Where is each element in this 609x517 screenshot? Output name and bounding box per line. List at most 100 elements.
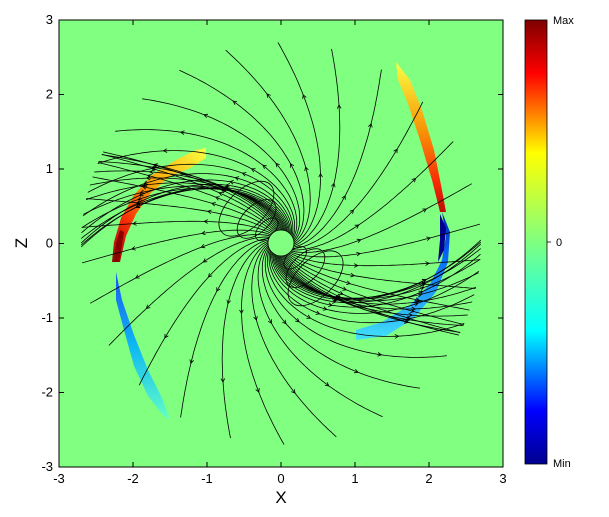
x-axis-ticks: -3 -2 -1 0 1 2 3 <box>53 20 507 486</box>
streamline <box>269 248 480 314</box>
streamline-arrow <box>148 169 154 175</box>
x-tick-label: 3 <box>499 471 506 486</box>
streamline-arrow <box>153 163 158 168</box>
y-axis-label: Z <box>12 238 31 248</box>
streamline-arrow <box>342 286 347 291</box>
streamline-arrow <box>211 202 216 207</box>
streamline-arrow <box>406 315 411 320</box>
streamline-arrow <box>318 172 323 178</box>
streamline-arrow <box>324 382 330 387</box>
streamline-arrow <box>422 208 428 213</box>
streamline-arrow <box>202 258 208 263</box>
streamline <box>274 248 481 299</box>
streamline-arrow <box>290 162 295 168</box>
streamline-arrow <box>142 182 148 188</box>
streamline <box>101 153 279 234</box>
streamline-arrow <box>421 279 427 284</box>
streamline-arrow <box>255 388 260 393</box>
streamline-arrow <box>354 224 360 229</box>
streamline-arrow <box>151 167 156 172</box>
streamline <box>289 141 454 251</box>
streamline-arrow <box>393 148 398 154</box>
streamline-arrow <box>420 281 426 287</box>
streamline-arrow <box>350 272 356 278</box>
streamline <box>282 253 459 336</box>
streamline <box>287 251 481 267</box>
streamline <box>283 253 461 334</box>
streamline-arrow <box>239 309 244 315</box>
streamline <box>276 253 479 302</box>
y-tick-label: 1 <box>46 161 53 176</box>
colorbar-label-zero: 0 <box>556 237 562 249</box>
streamline-arrow <box>306 314 312 319</box>
colorbar-label-max: Max <box>553 15 574 27</box>
streamline <box>290 69 382 248</box>
streamline-arrow <box>253 315 258 321</box>
streamline <box>267 246 465 337</box>
streamline-arrow <box>136 200 142 206</box>
warm-band-right <box>396 62 446 212</box>
streamline-arrow <box>220 189 226 194</box>
streamline <box>85 182 285 234</box>
streamline-arrow <box>356 238 362 244</box>
streamline-arrow <box>354 263 359 268</box>
streamline <box>277 42 321 246</box>
cold-band-left <box>116 272 170 420</box>
streamline-arrow <box>229 180 234 185</box>
streamline-arrow <box>404 319 409 324</box>
streamline-arrow <box>203 113 209 119</box>
streamline-arrow <box>377 352 383 357</box>
streamline-arrow <box>338 290 344 295</box>
streamline <box>277 253 477 305</box>
streamline-arrow <box>200 230 206 236</box>
streamline <box>80 183 290 244</box>
streamline-arrow <box>417 292 423 298</box>
streamline-arrow <box>220 378 226 383</box>
streamline-arrow <box>132 221 137 226</box>
streamline-arrow <box>302 94 307 99</box>
streamline-arrow <box>331 299 337 304</box>
streamline <box>285 252 470 311</box>
streamline <box>225 49 311 245</box>
streamline <box>279 253 468 317</box>
streamline-arrow <box>353 368 359 374</box>
inner-loop <box>218 180 275 237</box>
streamline-arrow <box>267 319 272 325</box>
streamline-arrow <box>419 286 425 291</box>
streamline <box>261 244 420 389</box>
streamline-arrow <box>322 306 328 311</box>
streamline-arrow <box>147 174 152 179</box>
streamline <box>89 177 284 234</box>
streamline-arrow <box>356 251 362 257</box>
streamline <box>87 163 294 240</box>
x-tick-label: -2 <box>127 471 139 486</box>
streamline <box>108 236 273 346</box>
streamline-arrow <box>225 183 231 188</box>
streamline-arrow <box>349 209 355 214</box>
streamline <box>286 251 476 289</box>
streamline <box>290 101 424 249</box>
streamline-arrow <box>413 302 419 307</box>
streamline-arrow <box>410 308 415 313</box>
streamline <box>241 241 285 445</box>
streamline-arrow <box>215 196 220 201</box>
streamline <box>251 242 337 438</box>
streamline-arrow <box>203 219 208 224</box>
streamline-arrow <box>336 104 342 109</box>
streamline-arrow <box>226 299 231 305</box>
streamline-arrow <box>328 302 333 307</box>
y-axis-ticks: 3 2 1 0 -1 -2 -3 <box>41 12 503 474</box>
streamline-arrow <box>425 261 430 266</box>
x-tick-label: 0 <box>277 471 284 486</box>
x-tick-label: -1 <box>201 471 213 486</box>
streamline-arrow <box>331 182 336 188</box>
streamline <box>271 249 481 308</box>
streamline <box>284 252 464 325</box>
streamline-arrow <box>234 176 240 181</box>
streamline-arrow <box>346 280 351 285</box>
streamline-arrow <box>207 273 213 278</box>
streamline-arrow <box>145 304 151 310</box>
streamline-arrow <box>415 297 421 302</box>
streamline <box>81 220 275 236</box>
colorbar-label-min: Min <box>553 458 571 470</box>
